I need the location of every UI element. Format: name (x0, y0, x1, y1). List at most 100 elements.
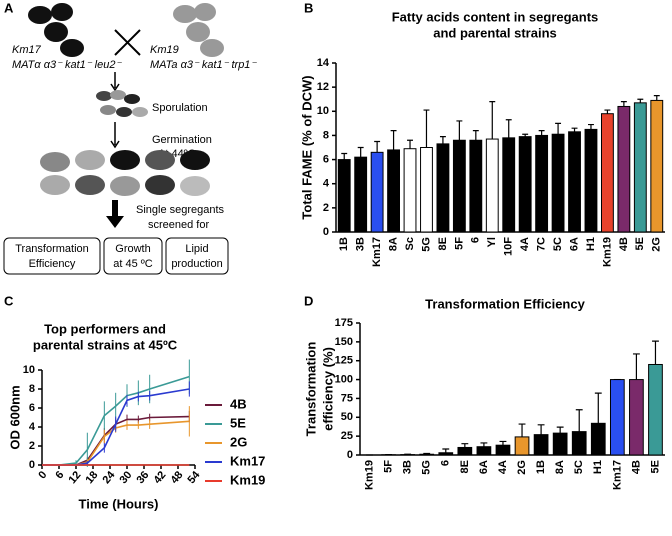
legend-label: 2G (230, 434, 247, 449)
step: Germination (152, 134, 212, 146)
y-tick-label: 6 (323, 153, 329, 165)
bar (518, 136, 532, 233)
legend-label: Km19 (230, 472, 265, 487)
error-bar (456, 120, 463, 141)
y-tick-label: 100 (335, 373, 353, 385)
bar (533, 434, 549, 456)
bar (629, 379, 644, 456)
y-tick-label: 4 (323, 178, 330, 190)
x-tick-label: 1B (338, 237, 350, 251)
x-tick-label: H1 (592, 460, 604, 474)
bar (535, 134, 549, 233)
y-tick-label: 8 (323, 129, 329, 141)
arrow (110, 122, 120, 149)
x-tick-label: 48 (168, 469, 185, 486)
step: screened for (148, 219, 209, 231)
legend-label: 4B (230, 396, 247, 411)
error-bar (505, 119, 512, 138)
error-bar (407, 139, 413, 149)
cross (114, 29, 141, 56)
x-tick-label: 6A (478, 460, 490, 474)
x-tick-label: 5G (421, 460, 433, 475)
error-bar (374, 140, 381, 153)
panel-label: C (4, 293, 14, 308)
x-tick-label: 12 (66, 469, 83, 486)
chart-title: parental strains at 45ºC (33, 337, 178, 352)
cells-km19 (173, 3, 224, 57)
x-tick-label: 2G (516, 460, 528, 475)
y-tick-label: 75 (341, 392, 353, 404)
x-tick-label: Km17 (611, 460, 623, 490)
x-tick-label: Km19 (601, 237, 613, 267)
error-bar (556, 426, 564, 434)
x-tick-label: 5C (573, 460, 585, 474)
x-tick-label: 7C (536, 237, 548, 251)
chart-title: Fatty acids content in segregants (392, 9, 599, 24)
bar (419, 453, 435, 456)
step: Single segregants (136, 204, 225, 216)
error-bar (637, 98, 644, 103)
x-tick-label: 5F (453, 237, 465, 250)
box-label: at 45 ºC (113, 258, 153, 270)
error-bar (472, 130, 479, 141)
y-tick-label: 4 (29, 421, 36, 433)
panel-label: A (4, 0, 14, 15)
chart-title: Top performers and (44, 321, 166, 336)
x-tick-label: 3B (355, 237, 367, 251)
x-tick-label: Sc (404, 237, 416, 250)
y-tick-label: 0 (347, 449, 353, 461)
y-axis-label: efficiency (%) (320, 347, 335, 431)
x-tick-label: 8E (459, 460, 471, 473)
y-tick-label: 8 (29, 383, 35, 395)
y-tick-label: 50 (341, 411, 353, 423)
error-bar (632, 353, 640, 380)
box-label: production (171, 258, 222, 270)
legend-label: 5E (230, 415, 246, 430)
error-bar (652, 340, 659, 365)
x-tick-label: 36 (134, 469, 151, 486)
error-bar (341, 152, 348, 160)
x-tick-label: Km19 (363, 460, 375, 490)
bar (469, 139, 483, 233)
step: Sporulation (152, 102, 208, 114)
bar (633, 102, 647, 233)
arrow (106, 200, 124, 228)
x-axis-label: Time (Hours) (79, 496, 159, 511)
x-tick-label: 6 (470, 237, 482, 243)
error-bar (442, 448, 450, 453)
y-tick-label: 0 (323, 226, 329, 238)
bar (601, 113, 614, 233)
panel-label: B (304, 0, 313, 15)
bar (438, 452, 454, 456)
error-bar (518, 423, 526, 437)
box (3, 237, 101, 275)
x-tick-label: 5F (383, 460, 395, 473)
error-bar (594, 392, 602, 424)
x-tick-label: 1B (535, 460, 547, 474)
y-tick-label: 14 (317, 57, 330, 69)
error-bar (571, 127, 578, 132)
x-tick-label: 5E (634, 237, 646, 250)
y-axis-label: Total FAME (% of DCW) (299, 75, 314, 219)
x-tick-label: H1 (585, 237, 597, 251)
y-tick-label: 10 (317, 105, 329, 117)
x-tick-label: 42 (151, 469, 168, 486)
error-bar (461, 443, 469, 448)
x-tick-label: 4B (630, 460, 642, 474)
error-bar (423, 109, 430, 148)
y-tick-label: 2 (29, 440, 35, 452)
x-tick-label: 3B (402, 460, 414, 474)
error-bar (390, 130, 397, 150)
x-tick-label: 0 (36, 469, 49, 481)
chart-title: Transformation Efficiency (425, 296, 585, 311)
box-label: Efficiency (29, 258, 76, 270)
x-tick-label: 30 (117, 469, 134, 486)
x-tick-label: 10F (503, 237, 515, 256)
parent-name: Km19 (150, 44, 179, 56)
box (103, 237, 163, 275)
bar (609, 379, 625, 456)
bar (571, 431, 587, 456)
error-bar (653, 94, 660, 101)
bar (403, 148, 417, 233)
